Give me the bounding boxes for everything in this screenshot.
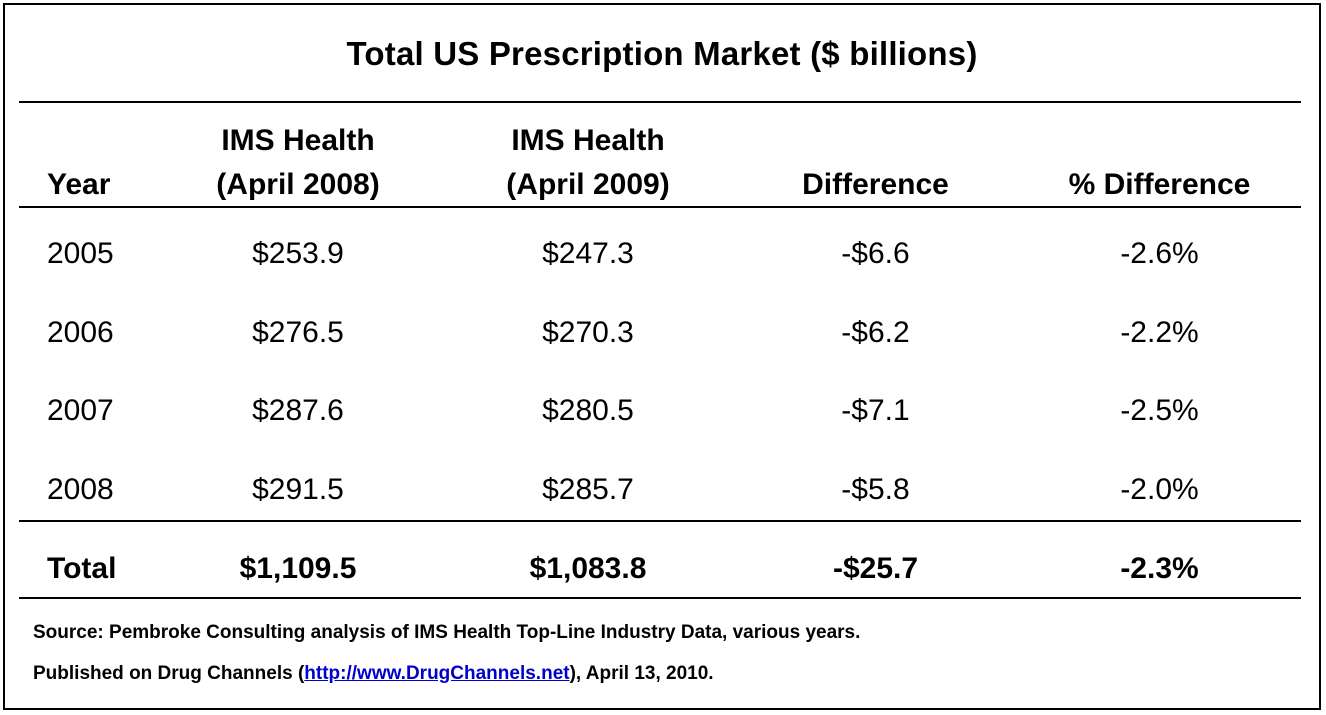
cell-ims-2009: $247.3 bbox=[542, 237, 634, 271]
cell-difference: -$6.6 bbox=[841, 237, 910, 271]
cell-total-pct-difference: -2.3% bbox=[1120, 552, 1199, 585]
footer-rule bbox=[19, 597, 1301, 599]
col-header-year-line: Year bbox=[47, 168, 111, 201]
cell-ims-2009: $285.7 bbox=[542, 472, 634, 506]
cell-pct-difference: -2.5% bbox=[1120, 394, 1199, 428]
cell-ims-2009: $280.5 bbox=[542, 394, 634, 428]
cell-difference: -$5.8 bbox=[841, 472, 910, 506]
chart-title: Total US Prescription Market ($ billions… bbox=[346, 35, 978, 72]
cell-year: 2007 bbox=[47, 394, 114, 428]
cell-year: 2006 bbox=[47, 315, 114, 349]
table-row: 2006 $276.5 $270.3 -$6.2 -2.2% bbox=[19, 294, 1301, 373]
col-header-ims-2008-line1: IMS Health bbox=[221, 124, 375, 157]
data-table: Year IMS Health (April 2008) IMS Health … bbox=[19, 108, 1301, 609]
chart-frame: Total US Prescription Market ($ billions… bbox=[3, 3, 1321, 710]
col-header-year: Year bbox=[19, 108, 153, 215]
title-rule bbox=[19, 101, 1301, 103]
table-row: 2008 $291.5 $285.7 -$5.8 -2.0% bbox=[19, 451, 1301, 530]
col-header-ims-2009: IMS Health (April 2009) bbox=[443, 108, 733, 215]
cell-ims-2008: $253.9 bbox=[252, 237, 344, 271]
cell-ims-2008: $291.5 bbox=[252, 472, 344, 506]
cell-difference: -$7.1 bbox=[841, 394, 910, 428]
cell-ims-2009: $270.3 bbox=[542, 315, 634, 349]
published-suffix: ), April 13, 2010. bbox=[569, 663, 714, 684]
table-row: 2005 $253.9 $247.3 -$6.6 -2.6% bbox=[19, 215, 1301, 294]
source-note: Source: Pembroke Consulting analysis of … bbox=[33, 622, 861, 643]
cell-year: 2005 bbox=[47, 237, 114, 271]
cell-total-label: Total bbox=[47, 552, 117, 585]
header-rule bbox=[19, 206, 1301, 208]
col-header-pct-difference: % Difference bbox=[1018, 108, 1301, 215]
published-prefix: Published on Drug Channels ( bbox=[33, 663, 305, 684]
cell-ims-2008: $276.5 bbox=[252, 315, 344, 349]
cell-pct-difference: -2.0% bbox=[1120, 472, 1199, 506]
col-header-ims-2008: IMS Health (April 2008) bbox=[153, 108, 443, 215]
total-row: Total $1,109.5 $1,083.8 -$25.7 -2.3% bbox=[19, 529, 1301, 609]
drugchannels-link[interactable]: http://www.DrugChannels.net bbox=[304, 663, 570, 684]
cell-total-ims-2008: $1,109.5 bbox=[239, 552, 357, 585]
col-header-difference-line: Difference bbox=[802, 168, 949, 201]
col-header-difference: Difference bbox=[733, 108, 1018, 215]
header-row: Year IMS Health (April 2008) IMS Health … bbox=[19, 108, 1301, 215]
table-body: 2005 $253.9 $247.3 -$6.6 -2.6% 2006 $276… bbox=[19, 215, 1301, 609]
published-note: Published on Drug Channels (http://www.D… bbox=[33, 663, 714, 685]
cell-year: 2008 bbox=[47, 472, 114, 506]
cell-pct-difference: -2.6% bbox=[1120, 237, 1199, 271]
col-header-ims-2009-line2: (April 2009) bbox=[506, 168, 670, 201]
cell-ims-2008: $287.6 bbox=[252, 394, 344, 428]
cell-total-ims-2009: $1,083.8 bbox=[529, 552, 647, 585]
table-row: 2007 $287.6 $280.5 -$7.1 -2.5% bbox=[19, 372, 1301, 451]
col-header-ims-2008-line2: (April 2008) bbox=[216, 168, 380, 201]
total-rule bbox=[19, 520, 1301, 522]
cell-pct-difference: -2.2% bbox=[1120, 315, 1199, 349]
cell-difference: -$6.2 bbox=[841, 315, 910, 349]
col-header-ims-2009-line1: IMS Health bbox=[511, 124, 665, 157]
col-header-pct-difference-line: % Difference bbox=[1068, 168, 1251, 201]
cell-total-difference: -$25.7 bbox=[832, 552, 919, 585]
